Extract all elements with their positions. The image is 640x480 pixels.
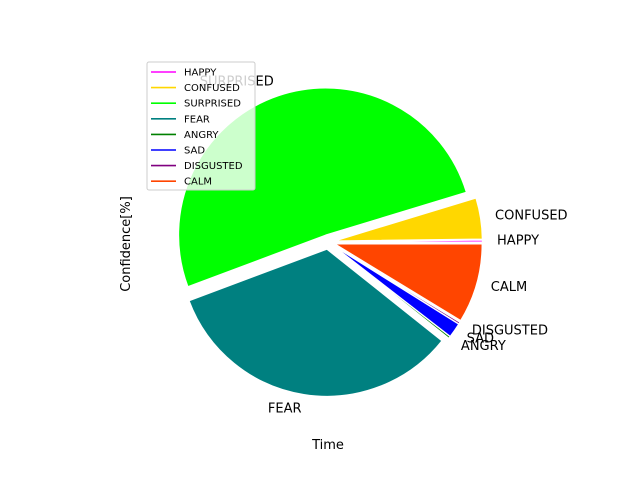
pie-slice-disgusted [333, 245, 461, 325]
slice-label-calm: CALM [491, 280, 527, 295]
legend-entry-happy: HAPPY [184, 68, 217, 79]
slice-label-sad: SAD [467, 331, 494, 346]
slice-label-angry: ANGRY [461, 339, 506, 354]
legend-entry-sad: SAD [184, 146, 205, 157]
pie-slice-calm [333, 243, 483, 322]
legend-entry-confused: CONFUSED [184, 83, 240, 94]
legend: HAPPY CONFUSED SURPRISED FEAR ANGRY SAD DISGUS… [146, 61, 256, 191]
legend-entry-angry: ANGRY [184, 130, 219, 141]
legend-entry-surprised: SURPRISED [184, 99, 241, 110]
pie-slice-confused [335, 197, 483, 242]
slice-label-happy: HAPPY [497, 233, 539, 248]
slice-label-disgusted: DISGUSTED [472, 323, 548, 338]
legend-entry-fear: FEAR [184, 114, 210, 125]
legend-frame [146, 61, 256, 191]
x-axis-label: Time [311, 438, 344, 453]
legend-entry-disgusted: DISGUSTED [184, 161, 243, 172]
y-axis-label: Confidence[%] [119, 196, 134, 292]
slice-label-fear: FEAR [268, 401, 302, 416]
slice-label-confused: CONFUSED [495, 209, 568, 224]
legend-entry-calm: CALM [184, 177, 212, 188]
pie-slice-fear [188, 248, 443, 397]
pie-slice-happy [335, 239, 483, 243]
